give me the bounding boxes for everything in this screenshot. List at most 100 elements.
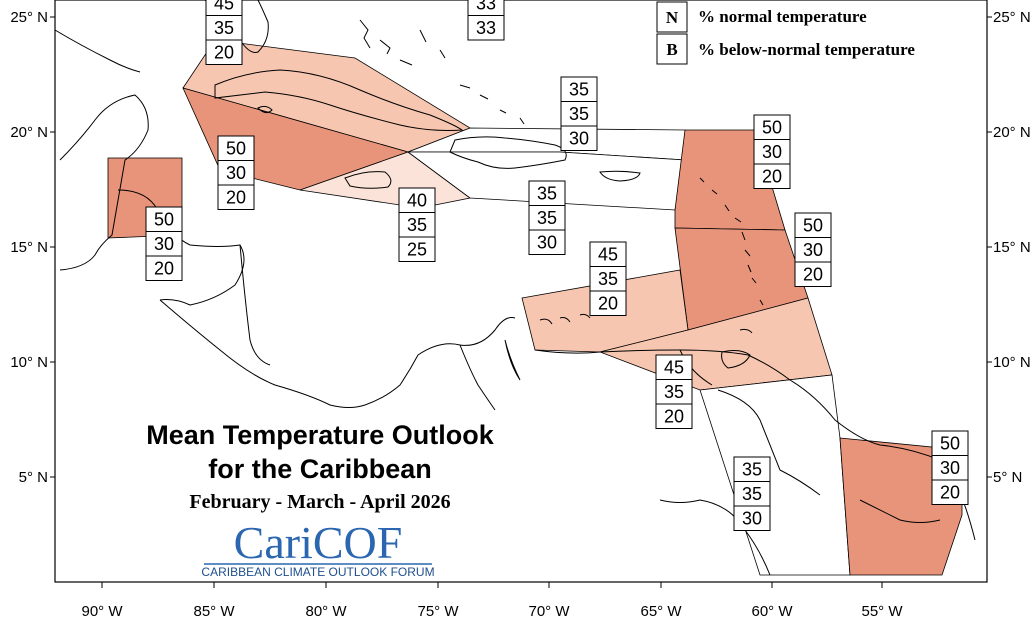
prob-cell [931,479,969,505]
prob-value: 30 [742,509,762,529]
prob-value: 35 [598,269,618,289]
prob-value: 20 [154,259,174,279]
prob-cell [528,180,566,206]
lon-label: 65° W [640,603,682,620]
lat-label-right: 15° N [993,239,1031,256]
lat-label-right: 20° N [993,124,1031,141]
prob-cell [589,266,627,292]
coastlines [54,0,976,576]
prob-value: 30 [569,129,589,149]
prob-cell [733,456,771,482]
prob-box-guyana: 35 35 30 [733,456,771,531]
prob-value: 50 [762,118,782,138]
prob-value: 30 [226,163,246,183]
prob-value: 30 [537,233,557,253]
prob-cell [528,205,566,231]
lon-label: 80° W [305,603,347,620]
prob-cell [145,231,183,257]
forecast-period: February - March - April 2026 [189,491,450,513]
lat-label-right: 25° N [993,9,1031,26]
prob-cell [931,430,969,456]
prob-cell [794,212,832,238]
prob-value: 50 [940,434,960,454]
prob-value: 35 [407,215,427,235]
prob-box-jamaica: 40 35 25 [398,187,436,262]
lon-label: 55° W [861,603,903,620]
prob-value: 30 [803,240,823,260]
prob-cell [398,236,436,262]
logo-wordmark: CariCOF [234,517,403,568]
prob-value: 35 [537,208,557,228]
lon-label: 90° W [81,603,123,620]
prob-box-leeward-islands: 50 30 20 [753,114,791,189]
legend-text-below: % below-normal temperature [698,40,915,59]
legend-letter-below: B [666,40,677,59]
legend: N % normal temperature B % below-normal … [656,1,915,65]
prob-value: 35 [569,104,589,124]
prob-value: 45 [664,358,684,378]
prob-value: 35 [537,184,557,204]
title-line-1: Mean Temperature Outlook [146,420,495,450]
prob-cell [733,481,771,507]
legend-text-normal: % normal temperature [698,7,867,26]
prob-cell [931,455,969,481]
prob-box-hispaniola: 35 35 30 [528,180,566,255]
lat-label-left: 20° N [10,124,48,141]
prob-cell [794,261,832,287]
prob-value: 20 [226,188,246,208]
prob-value: 20 [803,265,823,285]
prob-cell [655,379,693,405]
prob-cell [753,139,791,165]
prob-box-abc-islands: 45 35 20 [589,241,627,316]
prob-cell [733,505,771,531]
longitude-labels: 90° W 85° W 80° W 75° W 70° W 65° W 60° W 55° W [81,582,903,620]
lon-label: 60° W [751,603,793,620]
prob-value: 25 [407,240,427,260]
logo-tagline: CARIBBEAN CLIMATE OUTLOOK FORUM [201,565,434,579]
lat-label-right: 5° N [993,469,1022,486]
prob-cell [145,255,183,281]
prob-value: 45 [598,245,618,265]
prob-value: 20 [762,167,782,187]
caricof-logo: CariCOF CARIBBEAN CLIMATE OUTLOOK FORUM [201,517,434,579]
prob-box-cuba-south: 50 30 20 [217,135,255,210]
prob-box-french-guiana: 50 30 20 [931,430,969,505]
prob-value: 33 [476,0,496,14]
prob-value: 50 [803,216,823,236]
prob-box-windward-islands: 50 30 20 [794,212,832,287]
prob-cell [753,163,791,189]
prob-value: 50 [226,139,246,159]
prob-value: 30 [154,234,174,254]
prob-cell [145,206,183,232]
prob-box-turks-caicos: 35 35 30 [560,76,598,151]
prob-value: 20 [214,43,234,63]
prob-value: 30 [762,142,782,162]
legend-box-below [656,33,688,65]
prob-cell [217,184,255,210]
lat-label-left: 5° N [19,469,48,486]
prob-value: 30 [940,458,960,478]
map-title: Mean Temperature Outlook for the Caribbe… [146,420,495,513]
latitude-labels-left: 25° N 20° N 15° N 10° N 5° N [10,9,55,486]
legend-letter-normal: N [666,8,679,27]
lat-label-left: 25° N [10,9,48,26]
lat-label-left: 10° N [10,354,48,371]
prob-cell [655,403,693,429]
prob-cell [398,212,436,238]
prob-cell [217,160,255,186]
prob-cell [528,229,566,255]
prob-value: 20 [940,483,960,503]
prob-value: 35 [664,382,684,402]
prob-cell [589,241,627,267]
outlook-regions [107,39,963,576]
lat-label-left: 15° N [10,239,48,256]
prob-value: 45 [214,0,234,14]
prob-value: 20 [664,407,684,427]
lon-label: 85° W [193,603,235,620]
lon-label: 70° W [528,603,570,620]
probability-boxes: 4535203333503020503020403525353530353530… [145,0,969,531]
prob-value: 33 [476,18,496,38]
prob-value: 35 [569,80,589,100]
